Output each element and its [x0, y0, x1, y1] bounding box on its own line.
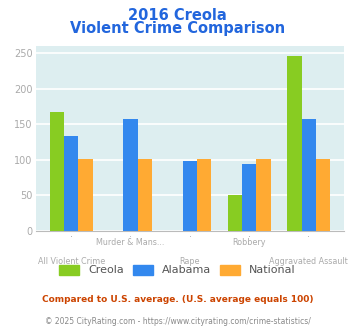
Text: 2016 Creola: 2016 Creola: [128, 8, 227, 23]
Legend: Creola, Alabama, National: Creola, Alabama, National: [56, 261, 299, 279]
Bar: [124, 119, 138, 231]
Bar: [50, 112, 64, 231]
Bar: [242, 164, 256, 231]
Text: © 2025 CityRating.com - https://www.cityrating.com/crime-statistics/: © 2025 CityRating.com - https://www.city…: [45, 317, 310, 326]
Text: Robbery: Robbery: [233, 238, 266, 247]
Bar: [228, 195, 242, 231]
Text: Compared to U.S. average. (U.S. average equals 100): Compared to U.S. average. (U.S. average …: [42, 295, 313, 304]
Bar: [197, 159, 211, 231]
Bar: [183, 161, 197, 231]
Bar: [302, 119, 316, 231]
Bar: [78, 159, 93, 231]
Text: Aggravated Assault: Aggravated Assault: [269, 257, 348, 266]
Bar: [287, 56, 302, 231]
Bar: [256, 159, 271, 231]
Bar: [64, 136, 78, 231]
Text: Violent Crime Comparison: Violent Crime Comparison: [70, 21, 285, 36]
Text: Murder & Mans...: Murder & Mans...: [96, 238, 165, 247]
Text: All Violent Crime: All Violent Crime: [38, 257, 105, 266]
Text: Rape: Rape: [180, 257, 200, 266]
Bar: [316, 159, 330, 231]
Bar: [138, 159, 152, 231]
